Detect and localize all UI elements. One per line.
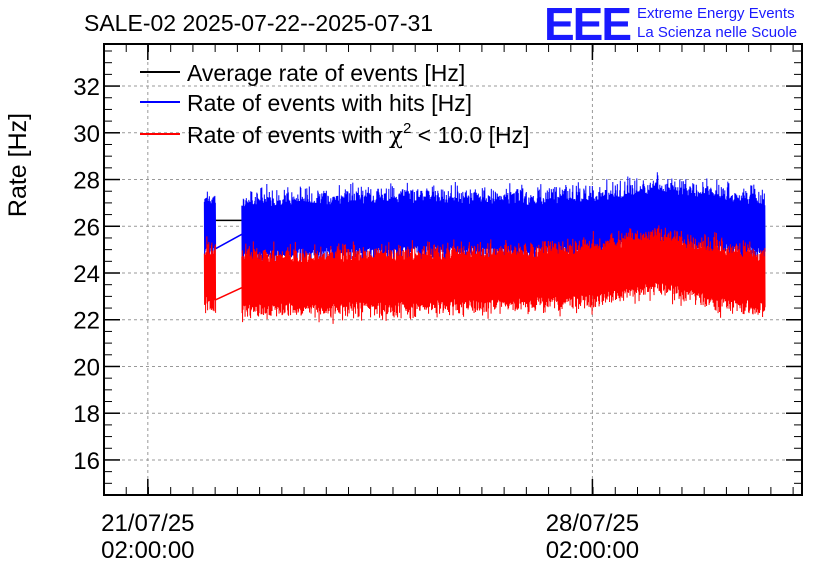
y-tick-label: 20 bbox=[73, 354, 100, 381]
x-tick-label-time: 02:00:00 bbox=[101, 537, 194, 564]
series-hits-gap-bridge bbox=[215, 233, 243, 250]
y-tick-label: 16 bbox=[73, 448, 100, 475]
x-tick-label-date: 28/07/25 bbox=[546, 510, 639, 537]
series-chi2-gap-bridge bbox=[215, 287, 243, 301]
series-chi2-segment-2 bbox=[241, 225, 766, 324]
axis-ticks bbox=[103, 44, 802, 495]
chart-title: SALE-02 2025-07-22--2025-07-31 bbox=[84, 10, 434, 36]
plot-frame bbox=[103, 43, 803, 496]
series-hits-segment-1 bbox=[203, 191, 217, 266]
y-tick-label: 32 bbox=[73, 74, 100, 101]
y-tick-label: 26 bbox=[73, 214, 100, 241]
legend-label-chi: χ bbox=[389, 123, 403, 149]
y-tick-label: 24 bbox=[73, 261, 100, 288]
series-group bbox=[203, 172, 766, 324]
y-axis-label: Rate [Hz] bbox=[4, 113, 32, 217]
legend-label-sup: 2 bbox=[403, 120, 411, 137]
legend-label: Rate of events with hits [Hz] bbox=[187, 90, 472, 116]
y-tick-label: 30 bbox=[73, 121, 100, 148]
tick-labels: 16182022242628303221/07/2502:00:0028/07/… bbox=[73, 74, 639, 564]
y-tick-label: 22 bbox=[73, 308, 100, 335]
x-tick-label-date: 21/07/25 bbox=[101, 510, 194, 537]
eee-logo-line2: La Scienza nelle Scuole bbox=[637, 24, 798, 41]
legend-label-text: Rate of events with bbox=[187, 122, 389, 148]
legend-label: Average rate of events [Hz] bbox=[187, 60, 465, 86]
y-tick-label: 28 bbox=[73, 168, 100, 195]
y-tick-label: 18 bbox=[73, 401, 100, 428]
legend: Average rate of events [Hz] Rate of event… bbox=[140, 60, 530, 149]
legend-label: Rate of events with χ2 < 10.0 [Hz] bbox=[187, 120, 530, 149]
series-hits-segment-2 bbox=[241, 172, 766, 266]
x-tick-label-time: 02:00:00 bbox=[546, 537, 639, 564]
legend-label-tail: < 10.0 [Hz] bbox=[411, 122, 529, 148]
eee-logo-text: Extreme Energy Events La Scienza nelle S… bbox=[637, 4, 797, 42]
series-chi2-segment-1 bbox=[203, 236, 217, 314]
eee-logo-line1: Extreme Energy Events bbox=[637, 5, 795, 22]
eee-logo-mark: EEE bbox=[544, 0, 632, 50]
